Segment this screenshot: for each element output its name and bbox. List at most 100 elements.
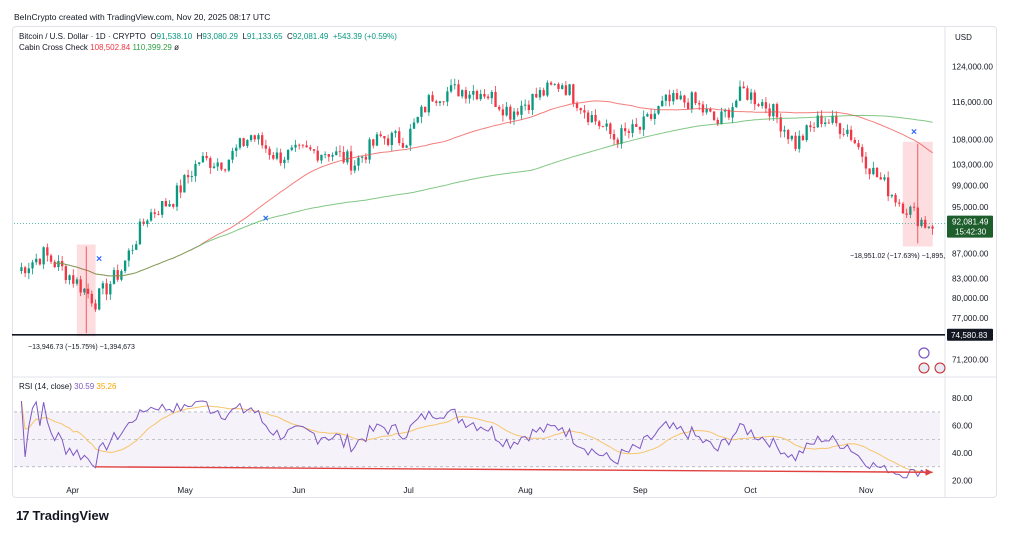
candle-body: [242, 138, 245, 146]
candle-body: [575, 103, 579, 109]
candle-body: [512, 111, 516, 120]
candle-body: [609, 123, 612, 134]
candle-body: [27, 268, 30, 274]
candle-body: [23, 267, 27, 274]
candle-body: [683, 95, 686, 103]
rsi-legend[interactable]: RSI (14, close) 30.59 35.26: [19, 382, 116, 391]
divergence-arrowhead: [925, 468, 933, 476]
symbol-legend[interactable]: Bitcoin / U.S. Dollar · 1D · CRYPTO O91,…: [19, 32, 397, 41]
candle-body: [586, 112, 590, 123]
candle-body: [738, 86, 742, 101]
price-tick-label: 108,000.00: [952, 136, 993, 145]
candle-body: [638, 126, 642, 130]
candle-body: [605, 123, 608, 127]
candle-body: [320, 154, 323, 161]
countdown-value: 15:42:30: [955, 228, 987, 237]
candle-body: [75, 279, 79, 284]
candle-body: [464, 90, 468, 99]
close-label: C: [286, 32, 293, 41]
candle-body: [209, 158, 212, 168]
candle-body: [912, 206, 916, 208]
candle-body: [835, 115, 838, 124]
candle-body: [498, 106, 501, 110]
candle-body: [879, 177, 882, 180]
candle-body: [564, 85, 568, 95]
price-tick-label: 124,000.00: [952, 63, 993, 72]
candle-body: [535, 93, 538, 98]
drawdown-label: −18,951.02 (−17.63%) −1,895,: [850, 253, 945, 260]
candle-body: [131, 249, 134, 251]
candle-body: [668, 94, 671, 102]
candle-body: [353, 165, 356, 171]
currency-label[interactable]: USD: [955, 33, 972, 42]
indicator-legend[interactable]: Cabin Cross Check 108,502.84 110,399.29 …: [19, 43, 179, 52]
candle-body: [442, 101, 445, 103]
candle-body: [31, 262, 34, 269]
candle-body: [361, 156, 364, 158]
candle-body: [598, 121, 601, 127]
price-tick-label: 80,000.00: [952, 294, 989, 303]
candle-body: [272, 155, 275, 159]
candle-body: [679, 95, 682, 100]
candle-body: [349, 151, 353, 171]
candle-body: [338, 151, 342, 153]
candle-body: [279, 152, 282, 164]
candle-body: [694, 92, 697, 104]
candle-body: [157, 213, 160, 215]
candle-body: [931, 226, 934, 229]
candle-body: [172, 204, 175, 207]
candle-body: [779, 117, 782, 132]
candle-body: [149, 212, 153, 221]
candle-body: [375, 134, 379, 146]
month-tick-label: Jun: [292, 486, 306, 495]
candle-body: [127, 250, 130, 261]
flag-icon: [934, 362, 946, 374]
candle-body: [205, 155, 208, 159]
candle-body: [764, 102, 768, 109]
candle-body: [68, 275, 71, 281]
candle-body: [653, 113, 656, 119]
price-tick-label: 87,000.00: [952, 250, 989, 259]
candle-body: [316, 150, 319, 161]
candle-body: [631, 124, 634, 133]
rsi-ma-line: [20, 400, 933, 474]
candle-body: [246, 140, 249, 146]
candle-body: [109, 283, 112, 295]
candle-body: [553, 84, 556, 85]
price-tick-label: 71,200.00: [952, 355, 989, 364]
rsi-label: RSI (14, close): [19, 382, 72, 391]
candle-body: [72, 275, 75, 284]
candle-body: [275, 152, 279, 159]
candle-body: [105, 283, 108, 295]
candle-body: [175, 185, 179, 207]
price-tick-label: 103,000.00: [952, 161, 993, 170]
candle-body: [661, 100, 664, 107]
month-tick-label: May: [177, 486, 193, 495]
candle-body: [94, 303, 97, 310]
candle-body: [783, 130, 786, 132]
candle-body: [472, 91, 475, 95]
candle-body: [416, 116, 419, 123]
candle-body: [746, 88, 749, 100]
close-value: 92,081.49: [292, 32, 329, 41]
candle-body: [531, 93, 534, 111]
candle-body: [698, 103, 701, 105]
candle-body: [686, 102, 690, 110]
candle-body: [675, 93, 679, 100]
candle-body: [875, 167, 879, 178]
candle-body: [298, 144, 301, 146]
candle-body: [335, 151, 338, 156]
candle-body: [520, 105, 523, 115]
candle-body: [90, 293, 93, 304]
candle-body: [357, 157, 360, 166]
candle-body: [194, 163, 197, 177]
candle-body: [568, 84, 571, 95]
candle-body: [901, 203, 905, 214]
candle-body: [446, 91, 449, 102]
candle-body: [731, 107, 734, 118]
candle-body: [386, 138, 390, 146]
candle-body: [849, 129, 853, 140]
candle-body: [549, 82, 553, 85]
candle-body: [235, 147, 238, 151]
